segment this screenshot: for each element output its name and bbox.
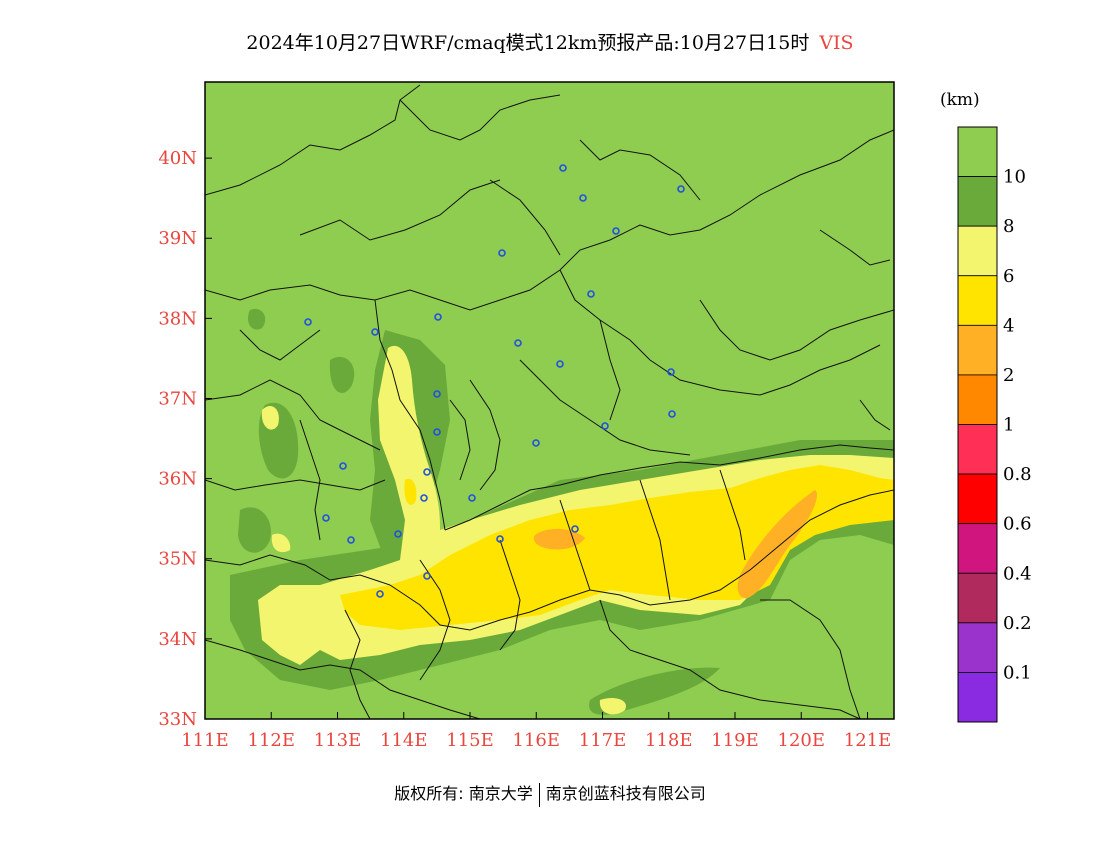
copyright-owner: 版权所有: 南京大学 [394, 784, 533, 803]
legend-swatch [957, 424, 998, 475]
lat-tick-label: 40N [158, 148, 197, 169]
lon-tick-label: 113E [314, 730, 362, 751]
lon-tick-label: 115E [446, 730, 494, 751]
legend-label: 10 [1003, 167, 1026, 188]
legend-label: 0.6 [1003, 514, 1032, 535]
legend-swatch [957, 622, 998, 673]
legend-swatch [957, 572, 998, 624]
legend-colorbar: 10 8 6 4 2 1 0.8 0.6 0.4 0.2 0.1 [957, 126, 1032, 723]
legend-swatch [957, 672, 998, 723]
legend-swatch [957, 176, 998, 227]
lon-tick-label: 116E [513, 730, 561, 751]
vis-2-4km-zone [533, 490, 818, 599]
lat-tick-label: 37N [158, 388, 197, 409]
lon-tick-label: 111E [181, 730, 229, 751]
lat-tick-label: 38N [158, 308, 197, 329]
legend-label: 8 [1003, 216, 1014, 237]
lon-tick-label: 118E [645, 730, 693, 751]
footer-separator [538, 782, 540, 807]
lat-tick-label: 39N [158, 228, 197, 249]
legend-swatch [957, 523, 998, 574]
lon-tick-label: 114E [380, 730, 428, 751]
legend-label: 0.4 [1003, 563, 1032, 584]
title-main: 2024年10月27日WRF/cmaq模式12km预报产品:10月27日15时 [246, 32, 810, 54]
lat-tick-label: 33N [158, 709, 197, 730]
legend-swatch [957, 275, 998, 326]
province-boundaries [205, 84, 894, 719]
legend-swatch [957, 126, 998, 177]
legend-label: 2 [1003, 365, 1014, 386]
lon-tick-label: 121E [844, 730, 892, 751]
copyright-footer: 版权所有: 南京大学 南京创蓝科技有限公司 [0, 780, 1100, 807]
lon-tick-label: 117E [579, 730, 627, 751]
title-variable: VIS [819, 32, 854, 54]
legend-label: 6 [1003, 266, 1014, 287]
legend-swatch [957, 374, 998, 425]
lat-tick-label: 34N [158, 629, 197, 650]
legend-frame [957, 126, 998, 723]
legend-label: 0.1 [1003, 662, 1032, 683]
lat-tick-label: 35N [158, 549, 197, 570]
map-title: 2024年10月27日WRF/cmaq模式12km预报产品:10月27日15时 V… [0, 28, 1100, 55]
lon-tick-label: 112E [248, 730, 296, 751]
lat-tick-label: 36N [158, 469, 197, 490]
legend-label: 1 [1003, 415, 1014, 436]
city-markers [304, 164, 685, 598]
legend-swatch [957, 473, 998, 525]
copyright-company: 南京创蓝科技有限公司 [545, 784, 706, 803]
lon-tick-label: 119E [711, 730, 759, 751]
visibility-map [205, 82, 894, 719]
legend-label: 0.8 [1003, 464, 1032, 485]
latitude-axis: 40N 39N 38N 37N 36N 35N 34N 33N [158, 148, 212, 730]
map-frame [204, 81, 895, 720]
legend-swatch [957, 225, 998, 277]
legend-unit: (km) [940, 90, 980, 110]
legend-label: 0.2 [1003, 613, 1032, 634]
longitude-axis: 111E 112E 113E 114E 115E 116E 117E 118E 119E 120E… [181, 712, 891, 751]
lon-tick-label: 120E [778, 730, 826, 751]
legend-swatch [957, 324, 998, 376]
legend-label: 4 [1003, 315, 1014, 336]
